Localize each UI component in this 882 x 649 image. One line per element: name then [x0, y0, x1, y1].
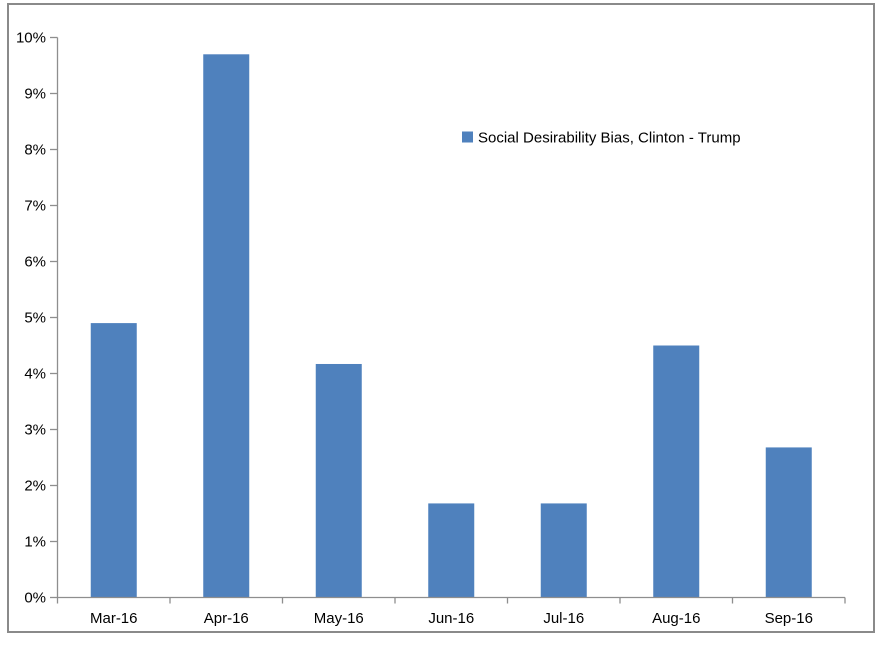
y-tick-label: 10%: [16, 30, 46, 47]
chart-frame-border: [7, 3, 875, 633]
x-tick-label-Mar-16: Mar-16: [90, 610, 138, 627]
x-tick-label-Jun-16: Jun-16: [428, 610, 474, 627]
bar-Sep-16: [765, 447, 812, 598]
y-tick-label: 2%: [24, 478, 46, 495]
y-tick-label: 4%: [24, 366, 46, 383]
legend: Social Desirability Bias, Clinton - Trum…: [462, 130, 741, 147]
y-tick-label: 7%: [24, 198, 46, 215]
x-tick-label-Sep-16: Sep-16: [765, 610, 813, 627]
y-tick-label: 6%: [24, 254, 46, 271]
y-tick-label: 8%: [24, 142, 46, 159]
x-tick-label-Apr-16: Apr-16: [204, 610, 249, 627]
y-tick-label: 9%: [24, 86, 46, 103]
y-tick-label: 3%: [24, 422, 46, 439]
y-tick-label: 1%: [24, 534, 46, 551]
y-tick-label: 5%: [24, 310, 46, 327]
y-tick-label: 0%: [24, 590, 46, 607]
legend-label: Social Desirability Bias, Clinton - Trum…: [478, 130, 741, 147]
x-tick-label-May-16: May-16: [314, 610, 364, 627]
x-tick-label-Jul-16: Jul-16: [543, 610, 584, 627]
bar-Mar-16: [90, 323, 137, 598]
bar-Jul-16: [540, 503, 587, 598]
bar-Jun-16: [428, 503, 475, 598]
bar-Apr-16: [203, 54, 250, 598]
bar-May-16: [315, 363, 362, 598]
legend-swatch-icon: [462, 131, 473, 143]
x-tick-label-Aug-16: Aug-16: [652, 610, 700, 627]
bar-Aug-16: [653, 345, 700, 598]
